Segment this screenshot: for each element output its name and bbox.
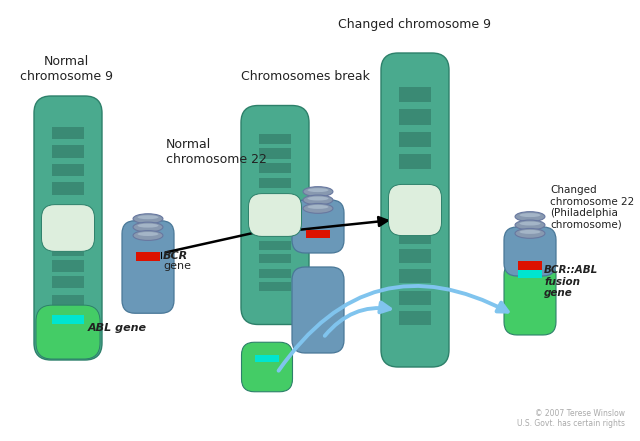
Text: BCR::ABL
fusion
gene: BCR::ABL fusion gene (544, 265, 598, 298)
Text: Changed
chromosome 22
(Philadelphia
chromosome): Changed chromosome 22 (Philadelphia chro… (550, 185, 634, 230)
FancyBboxPatch shape (122, 221, 174, 313)
Text: Chromosomes break: Chromosomes break (241, 70, 369, 83)
Bar (399, 249, 431, 263)
Text: BCR: BCR (163, 251, 188, 261)
Bar (255, 355, 279, 362)
Ellipse shape (303, 187, 333, 197)
Ellipse shape (515, 212, 545, 221)
Ellipse shape (303, 195, 333, 205)
Ellipse shape (520, 221, 540, 225)
Bar (399, 87, 431, 102)
Bar (259, 178, 291, 188)
FancyBboxPatch shape (388, 184, 442, 235)
Ellipse shape (133, 214, 163, 224)
Bar (52, 127, 84, 139)
Text: ABL gene: ABL gene (88, 323, 147, 333)
Ellipse shape (515, 220, 545, 230)
FancyBboxPatch shape (34, 96, 102, 360)
Text: Changed chromosome 9: Changed chromosome 9 (339, 18, 492, 31)
FancyBboxPatch shape (56, 216, 79, 240)
Bar (136, 252, 160, 262)
Text: Normal
chromosome 9: Normal chromosome 9 (19, 55, 113, 83)
Bar (518, 261, 542, 270)
Bar (518, 270, 542, 278)
Text: gene: gene (163, 261, 191, 271)
Bar (399, 311, 431, 325)
Ellipse shape (303, 203, 333, 213)
Bar (259, 134, 291, 144)
Ellipse shape (133, 222, 163, 232)
Bar (259, 163, 291, 173)
Ellipse shape (520, 213, 540, 217)
FancyBboxPatch shape (248, 194, 301, 236)
Bar (399, 109, 431, 125)
FancyBboxPatch shape (42, 205, 95, 251)
Ellipse shape (138, 224, 159, 228)
Ellipse shape (138, 232, 159, 236)
Bar (52, 277, 84, 288)
Text: Normal
chromosome 22: Normal chromosome 22 (166, 138, 267, 166)
Bar (259, 254, 291, 263)
Bar (52, 295, 84, 306)
FancyBboxPatch shape (381, 53, 449, 367)
Bar (52, 145, 84, 158)
FancyBboxPatch shape (241, 105, 309, 325)
FancyBboxPatch shape (264, 205, 287, 225)
Text: © 2007 Terese Winslow
U.S. Govt. has certain rights: © 2007 Terese Winslow U.S. Govt. has cer… (517, 409, 625, 428)
FancyBboxPatch shape (292, 200, 344, 253)
Bar (399, 154, 431, 169)
FancyBboxPatch shape (504, 227, 556, 276)
Ellipse shape (133, 231, 163, 240)
FancyBboxPatch shape (403, 196, 426, 224)
Bar (259, 149, 291, 159)
Ellipse shape (515, 228, 545, 238)
Bar (52, 311, 84, 322)
Ellipse shape (138, 215, 159, 219)
FancyBboxPatch shape (292, 267, 344, 353)
Bar (399, 269, 431, 283)
Ellipse shape (520, 230, 540, 234)
Bar (259, 228, 291, 237)
Bar (52, 182, 84, 194)
Bar (259, 269, 291, 278)
Bar (259, 282, 291, 291)
FancyBboxPatch shape (36, 305, 100, 359)
Bar (399, 230, 431, 243)
Bar (52, 315, 84, 324)
Bar (52, 164, 84, 176)
FancyBboxPatch shape (241, 342, 292, 392)
Ellipse shape (308, 188, 328, 192)
FancyBboxPatch shape (504, 262, 556, 335)
Bar (52, 260, 84, 272)
Bar (399, 291, 431, 305)
Ellipse shape (308, 205, 328, 209)
Bar (259, 241, 291, 250)
Bar (52, 244, 84, 256)
Ellipse shape (308, 197, 328, 201)
Bar (306, 230, 330, 238)
Bar (399, 131, 431, 147)
